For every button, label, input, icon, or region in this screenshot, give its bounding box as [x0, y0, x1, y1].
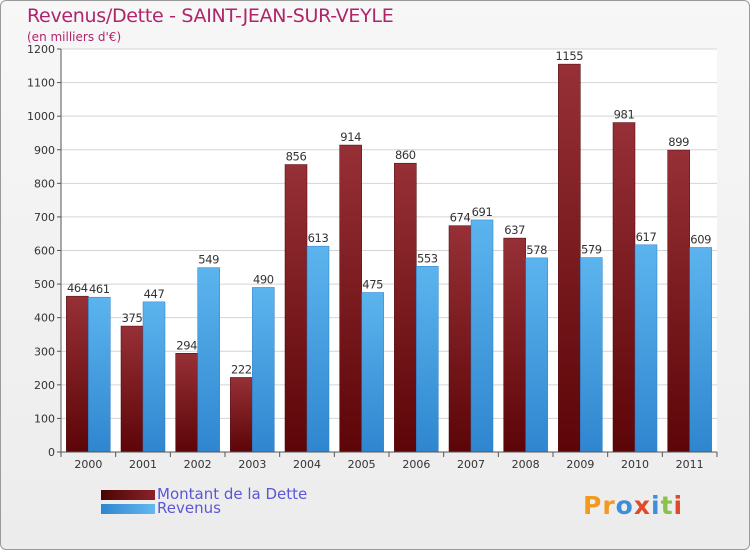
x-tick-label: 2006 [402, 458, 430, 471]
x-tick-label: 2002 [184, 458, 212, 471]
data-label-revenus: 613 [308, 231, 329, 245]
y-tick-label: 600 [34, 245, 55, 258]
data-label-revenus: 553 [417, 251, 438, 265]
y-tick-label: 0 [48, 446, 55, 459]
y-tick-label: 300 [34, 345, 55, 358]
bar-revenus [142, 301, 166, 453]
data-label-revenus: 475 [362, 277, 383, 291]
data-label-dette: 1155 [555, 49, 583, 63]
x-tick-label: 2000 [74, 458, 102, 471]
bar-dette [612, 122, 636, 453]
bar-dette [448, 225, 472, 453]
legend-item-revenus: Revenus [101, 499, 361, 517]
y-tick-label: 1000 [27, 110, 55, 123]
data-label-revenus: 461 [89, 282, 110, 296]
data-label-revenus: 579 [581, 243, 602, 257]
data-label-dette: 914 [340, 130, 361, 144]
bar-layer [66, 63, 712, 453]
bar-revenus [88, 296, 111, 453]
bar-revenus [306, 245, 330, 453]
data-label-dette: 375 [122, 311, 143, 325]
y-tick-label: 100 [34, 412, 55, 425]
chart-subtitle: (en milliers d'€) [27, 30, 122, 44]
x-tick-label: 2011 [676, 458, 704, 471]
x-tick-label: 2007 [457, 458, 485, 471]
logo-letter: i [673, 491, 684, 520]
y-tick-label: 1200 [27, 43, 55, 56]
x-tick-label: 2009 [566, 458, 594, 471]
data-label-dette: 294 [176, 338, 197, 352]
bar-revenus [197, 267, 220, 453]
bar-dette [230, 377, 253, 453]
bar-revenus [689, 247, 712, 453]
logo-letter: r [602, 491, 616, 520]
data-label-dette: 464 [67, 281, 88, 295]
x-tick-label: 2005 [348, 458, 376, 471]
data-label-revenus: 490 [253, 272, 274, 286]
data-label-revenus: 617 [636, 230, 657, 244]
y-tick-label: 800 [34, 177, 55, 190]
bar-dette [394, 162, 417, 453]
bar-dette [558, 63, 581, 453]
x-tick-label: 2010 [621, 458, 649, 471]
legend-label-dette: Montant de la Dette [157, 485, 308, 503]
bar-revenus [525, 257, 548, 453]
grid-layer [61, 48, 717, 453]
bar-revenus [580, 257, 603, 453]
x-tick-label: 2003 [238, 458, 266, 471]
data-label-revenus: 691 [472, 205, 493, 219]
proxiti-logo: Proxiti [583, 491, 683, 520]
data-label-dette: 860 [395, 148, 416, 162]
y-tick-label: 200 [34, 379, 55, 392]
legend-label-revenus: Revenus [157, 499, 221, 517]
chart-title: Revenus/Dette - SAINT-JEAN-SUR-VEYLE [27, 5, 394, 27]
bar-revenus [361, 292, 384, 453]
legend-swatch-dette [101, 490, 155, 500]
data-label-revenus: 609 [690, 232, 711, 246]
bar-dette [667, 149, 690, 453]
y-tick-label: 700 [34, 211, 55, 224]
data-label-dette: 222 [231, 362, 252, 376]
logo-letter: x [633, 491, 651, 520]
bar-dette [66, 295, 89, 453]
data-label-revenus: 447 [144, 287, 165, 301]
legend-swatch-revenus [101, 504, 155, 514]
data-label-dette: 637 [504, 223, 525, 237]
x-tick-label: 2001 [129, 458, 157, 471]
logo-letter: o [615, 491, 634, 520]
bar-dette [503, 237, 526, 453]
x-tick-label: 2008 [512, 458, 540, 471]
x-tick-label: 2004 [293, 458, 321, 471]
y-tick-label: 500 [34, 278, 55, 291]
bar-revenus [634, 244, 658, 453]
y-tick-label: 1100 [27, 77, 55, 90]
logo-letter: P [583, 491, 603, 520]
data-label-dette: 856 [286, 150, 307, 164]
data-label-revenus: 578 [526, 243, 547, 257]
logo-letter: t [660, 491, 674, 520]
bar-dette [339, 144, 362, 453]
data-label-dette: 981 [614, 108, 635, 122]
legend-item-dette: Montant de la Dette [101, 485, 361, 503]
data-label-dette: 899 [668, 135, 689, 149]
bar-dette [175, 353, 198, 453]
logo-letter: i [651, 491, 661, 520]
y-tick-label: 900 [34, 144, 55, 157]
axis-layer: 0 100 200 300 400 500 600 700 800 900 1000 1100 1200… [27, 43, 718, 471]
y-tick-label: 400 [34, 312, 55, 325]
bar-dette [284, 164, 308, 453]
bar-revenus [252, 287, 275, 453]
bar-revenus [470, 219, 494, 453]
data-label-revenus: 549 [198, 253, 219, 267]
bar-revenus [416, 266, 439, 453]
data-label-dette: 674 [450, 211, 471, 225]
bar-dette [120, 325, 144, 453]
